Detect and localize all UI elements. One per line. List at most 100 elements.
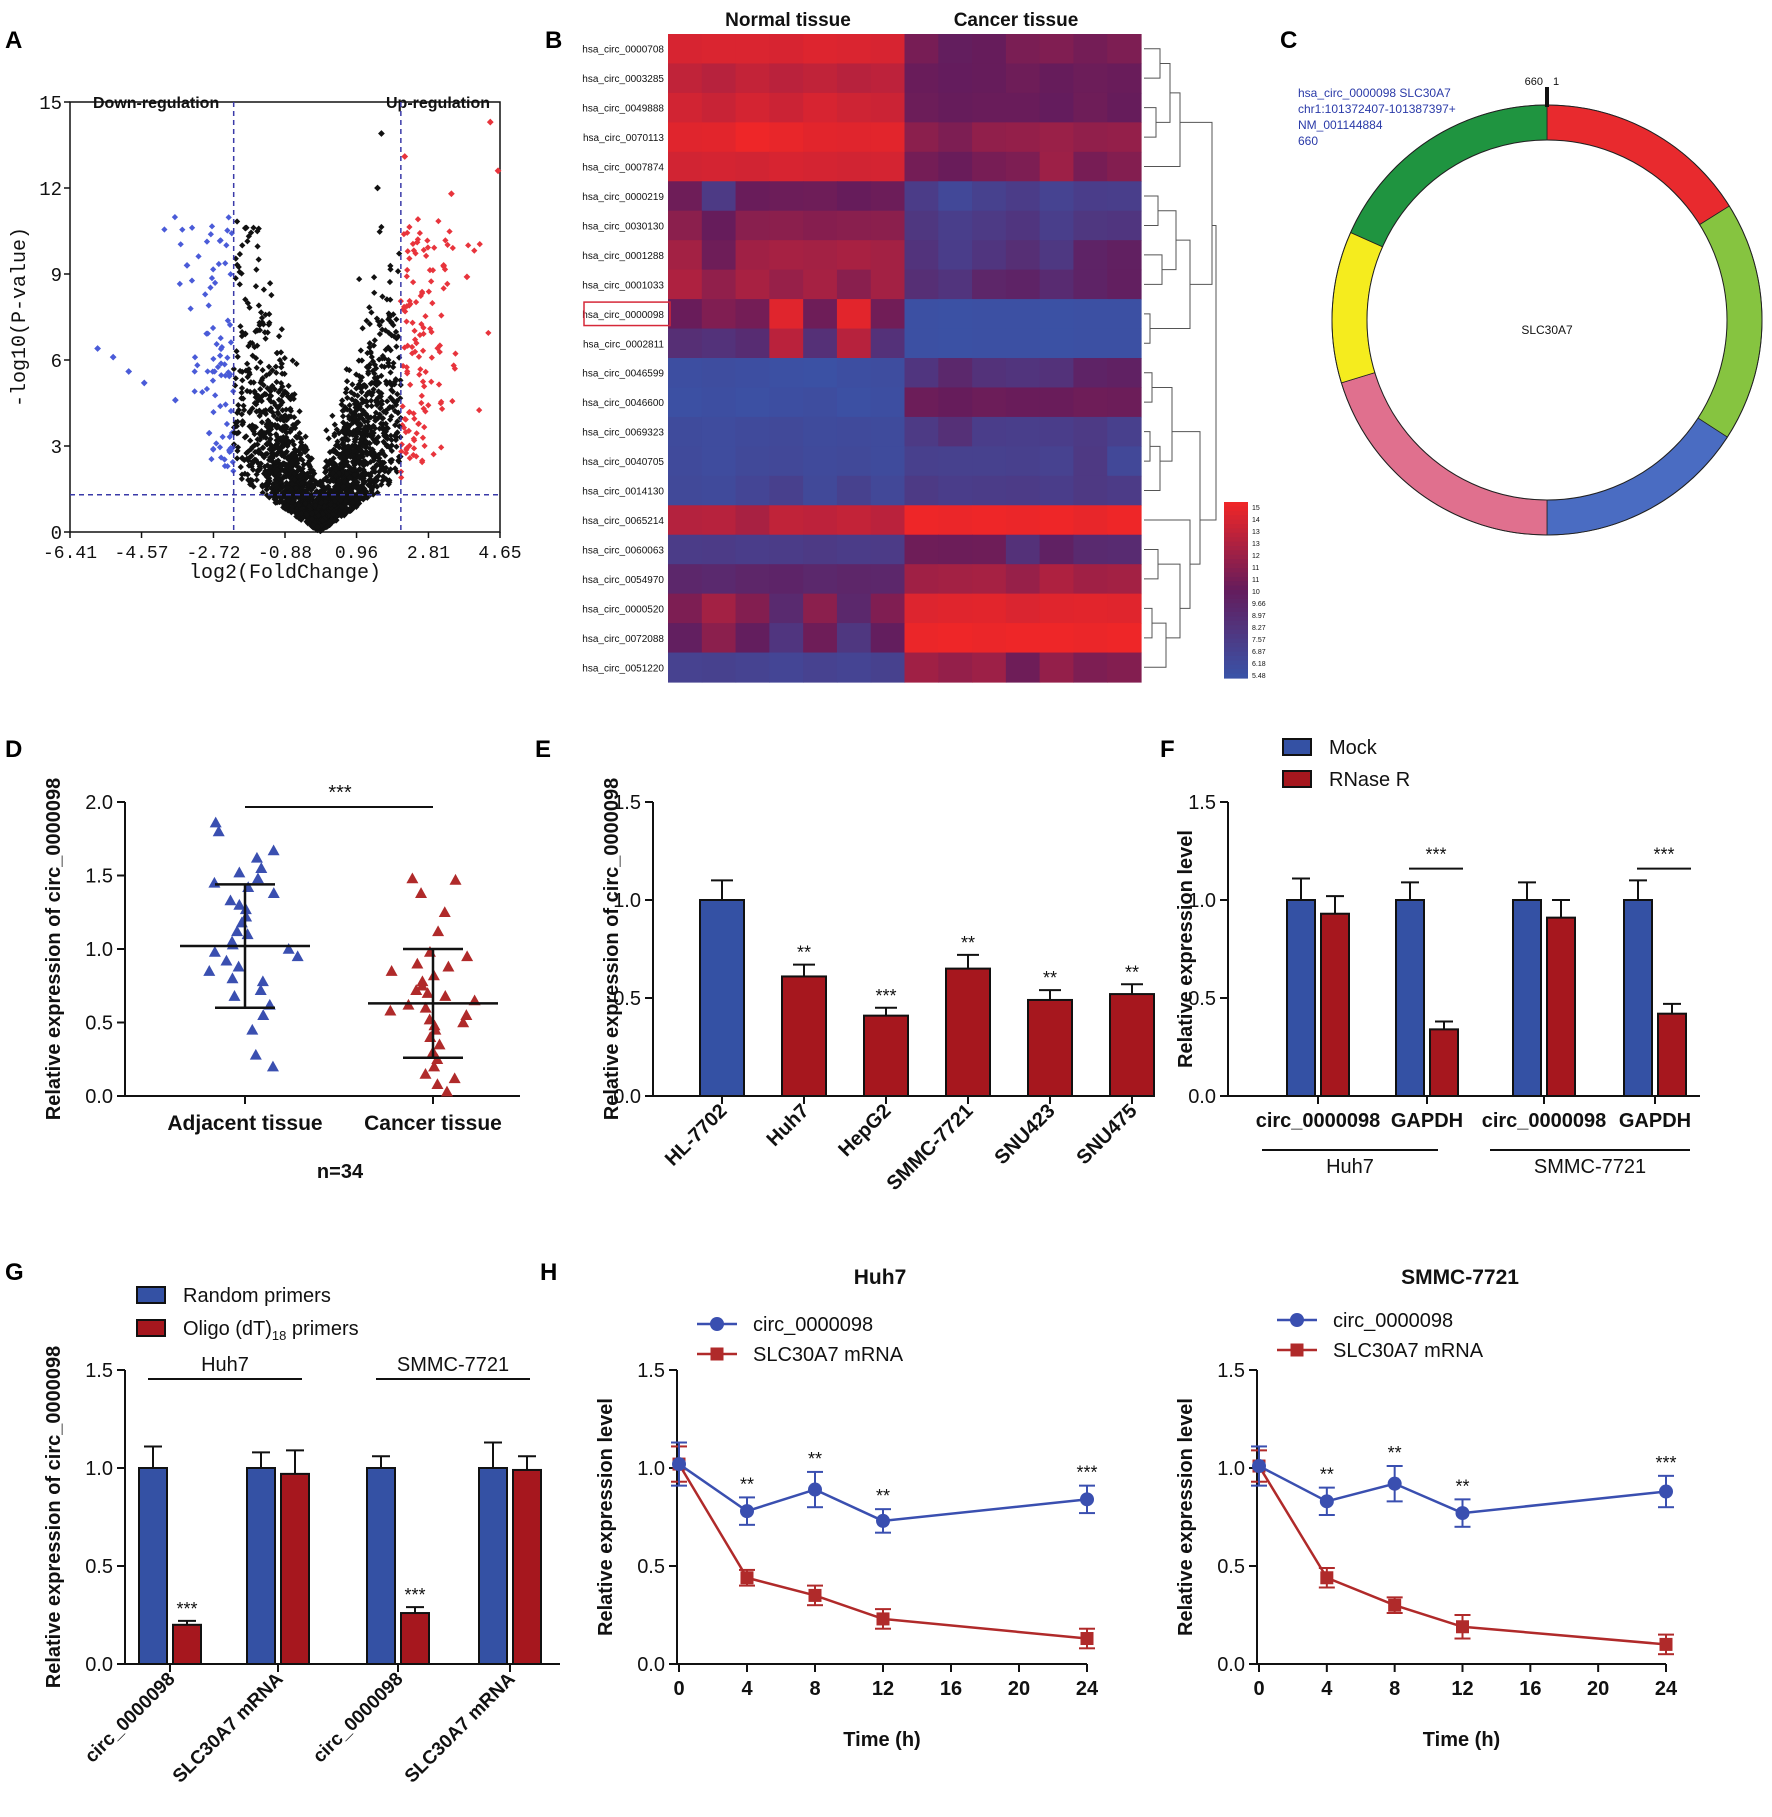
heatmap-cell: [1005, 358, 1041, 389]
x-category-label: circ_0000098: [309, 1669, 408, 1768]
dendrogram-branch: [1144, 313, 1151, 344]
data-point-triangle: [411, 957, 424, 969]
significance-stars: ***: [1655, 1453, 1676, 1473]
dendrogram-branch: [1158, 563, 1181, 639]
volcano-point: [392, 376, 399, 383]
volcano-outlier-point: [378, 130, 385, 137]
heatmap-cell: [769, 505, 804, 536]
heatmap-cell: [701, 505, 737, 536]
heatmap-cell: [803, 269, 838, 300]
volcano-point: [421, 442, 428, 449]
heatmap-cell: [803, 564, 838, 595]
volcano-point: [388, 319, 395, 327]
volcano-point: [349, 381, 356, 388]
heatmap-cell: [1039, 269, 1075, 300]
volcano-point: [259, 444, 266, 451]
volcano-point: [364, 402, 371, 409]
volcano-point: [272, 363, 279, 370]
heatmap-row-label: hsa_circ_0014130: [582, 487, 664, 498]
heatmap-cell: [836, 63, 872, 94]
bar-series-2: [1320, 912, 1350, 1097]
volcano-point: [378, 223, 385, 231]
heatmap-cell: [803, 92, 838, 123]
legend-color-step: [1224, 664, 1248, 670]
volcano-point: [224, 227, 231, 234]
volcano-point: [288, 426, 295, 433]
heatmap-cell: [1107, 446, 1142, 477]
volcano-point: [274, 415, 281, 423]
legend-color-step: [1224, 607, 1248, 613]
y-tick-label: 2.0: [85, 792, 113, 814]
heatmap-cell: [870, 446, 906, 477]
volcano-point: [393, 434, 400, 441]
volcano-point: [346, 474, 353, 481]
volcano-point: [213, 440, 220, 447]
x-category-label: circ_0000098: [1482, 1110, 1607, 1132]
volcano-point: [238, 475, 245, 482]
heatmap-cell: [1107, 181, 1142, 212]
heatmap-cell: [769, 63, 804, 94]
volcano-point: [406, 223, 413, 231]
heatmap-cell: [938, 299, 973, 330]
heatmap-cell: [836, 151, 872, 182]
circ-info-line: 660: [1298, 134, 1318, 148]
heatmap-cell: [735, 505, 770, 536]
heatmap-cell: [836, 299, 872, 330]
heatmap-cell: [870, 240, 906, 271]
x-category-label: SNU423: [991, 1100, 1060, 1169]
heatmap-cell: [769, 151, 804, 182]
heatmap-cell: [1107, 387, 1142, 418]
heatmap-cell: [803, 210, 838, 241]
dendrogram-branch: [1152, 386, 1173, 462]
heatmap-cell: [836, 358, 872, 389]
x-tick-label: 20: [1008, 1678, 1030, 1700]
heatmap-cell: [938, 92, 973, 123]
volcano-point: [390, 364, 397, 371]
y-tick-label: 0.5: [637, 1556, 665, 1578]
volcano-point: [267, 441, 274, 448]
volcano-point: [348, 409, 355, 416]
heatmap-cell: [701, 623, 737, 654]
volcano-point: [256, 319, 263, 326]
volcano-point: [262, 430, 269, 437]
volcano-point: [407, 381, 414, 388]
volcano-point: [446, 228, 453, 235]
volcano-point: [390, 311, 397, 318]
heatmap-row-label: hsa_circ_0003285: [582, 74, 664, 85]
volcano-point: [379, 415, 387, 422]
volcano-point: [253, 327, 260, 334]
volcano-point: [354, 479, 361, 486]
heatmap-cell: [904, 122, 939, 153]
legend-color-step: [1224, 576, 1248, 582]
heatmap-cell: [668, 34, 703, 65]
heatmap-cell: [972, 505, 1007, 536]
volcano-point: [379, 352, 386, 360]
data-point-triangle: [232, 960, 245, 972]
y-tick-label: 0.5: [85, 1556, 113, 1578]
group-label: Huh7: [201, 1354, 249, 1376]
volcano-point: [379, 326, 386, 333]
x-axis-title: Time (h): [1423, 1729, 1500, 1751]
volcano-point: [222, 260, 229, 267]
volcano-point: [254, 243, 261, 250]
dendrogram-branch: [1172, 431, 1201, 565]
data-point-triangle: [249, 1048, 262, 1060]
heatmap-cell: [836, 623, 872, 654]
volcano-point: [419, 347, 427, 354]
volcano-point: [365, 364, 372, 371]
volcano-point: [229, 458, 236, 466]
volcano-point: [411, 415, 418, 422]
legend-color-step: [1224, 563, 1248, 569]
volcano-point: [207, 284, 214, 291]
heatmap-cell: [1073, 240, 1108, 271]
heatmap-cell: [870, 652, 906, 683]
dendrogram-branch: [1180, 121, 1213, 285]
heatmap-cell: [972, 652, 1007, 683]
heatmap-cell: [1107, 63, 1142, 94]
data-point-triangle: [438, 906, 451, 918]
heatmap-cell: [1005, 387, 1041, 418]
heatmap-cell: [668, 387, 703, 418]
heatmap-cell: [803, 623, 838, 654]
volcano-point: [337, 497, 344, 504]
x-category-label: SLC30A7 mRNA: [169, 1668, 288, 1787]
